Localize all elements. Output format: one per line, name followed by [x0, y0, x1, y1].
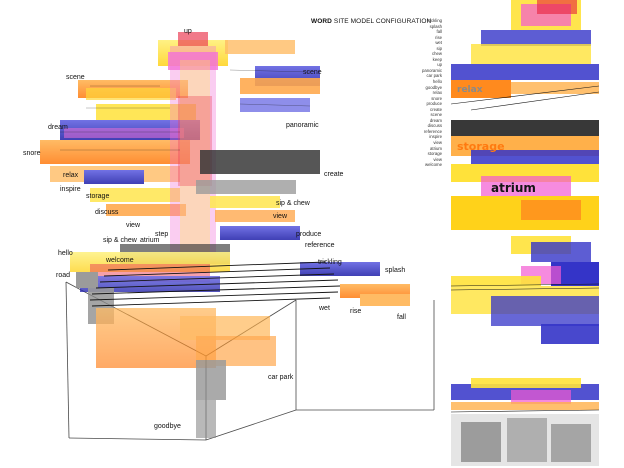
figure-title-rest: SITE MODEL CONFIGURATION [331, 18, 432, 25]
figure-title: WORD SITE MODEL CONFIGURATION [311, 18, 431, 25]
word-legend-list: trickling splash fall rise wet sip chew … [414, 18, 442, 168]
hairline-strands [60, 69, 311, 151]
label-car-park: car park [268, 374, 294, 381]
legend-item: keep [432, 56, 442, 62]
legend-item: create [430, 106, 442, 112]
thumbnail-3-render [451, 236, 599, 348]
thumbnail-view-4 [451, 354, 599, 466]
label-storage: storage [86, 193, 110, 200]
label-trickling: trickling [318, 259, 342, 266]
legend-item: rise [435, 34, 442, 40]
label-produce: produce [296, 231, 322, 238]
thumbnail-1-render: relax [451, 0, 599, 114]
floor-slats [89, 261, 341, 307]
legend-item: wet [435, 40, 442, 46]
label-view-right: view [273, 213, 288, 220]
label-relax: relax [63, 172, 79, 179]
label-welcome: welcome [106, 257, 134, 264]
label-snore: snore [23, 150, 41, 157]
legend-item: dream [429, 117, 442, 123]
label-rise: rise [350, 308, 362, 315]
label-goodbye: goodbye [154, 423, 181, 430]
legend-item: reference [423, 128, 442, 134]
legend-item: scene [430, 112, 442, 118]
legend-item: splash [429, 23, 442, 29]
thumbnail-view-2: storage atrium [451, 120, 599, 230]
label-inspire: inspire [60, 186, 81, 193]
label-discuss: discuss [95, 209, 119, 216]
label-sip-chew-lower: sip & chew [103, 237, 137, 244]
label-up: up [184, 28, 192, 35]
legend-item: snore [431, 95, 442, 101]
legend-item: inspire [429, 134, 442, 140]
label-sip-chew-upper: sip & chew [276, 200, 310, 207]
legend-item: up [437, 62, 442, 68]
label-step: step [155, 231, 169, 238]
thumbnail-4-render [451, 354, 599, 466]
legend-item: car park [426, 73, 442, 79]
legend-item: sip [436, 45, 443, 51]
label-view-left: view [126, 222, 141, 229]
legend-item: hello [432, 79, 442, 85]
thumb-2-word-storage: storage [457, 140, 505, 153]
thumb-1-word-relax: relax [457, 85, 483, 95]
legend-item: relax [432, 90, 442, 96]
label-panoramic: panoramic [286, 122, 319, 129]
legend-item: storage [427, 151, 442, 157]
legend-item: discuss [427, 123, 442, 129]
label-fall: fall [397, 314, 406, 321]
label-atrium: atrium [140, 237, 160, 244]
label-create: create [324, 171, 344, 178]
legend-item: atrium [430, 145, 442, 151]
figure-title-bold: WORD [311, 18, 332, 25]
legend-item: produce [426, 101, 442, 107]
label-road: road [56, 272, 71, 279]
legend-item: view [433, 140, 442, 146]
thumb-2-word-atrium: atrium [491, 181, 536, 195]
thumbnail-view-1: relax [451, 0, 599, 114]
legend-item: panoramic [421, 67, 442, 73]
legend-item: trickling [427, 18, 442, 23]
word-site-model-render [40, 32, 435, 441]
label-scene-right: scene [303, 69, 322, 76]
legend-item: welcome [425, 162, 442, 168]
thumbnail-2-render: storage atrium [451, 120, 599, 230]
legend-item: view [433, 156, 442, 162]
label-splash: splash [385, 267, 406, 274]
legend-item: chew [431, 51, 442, 57]
legend-item: fall [436, 29, 443, 35]
label-scene-left: scene [66, 74, 85, 81]
legend-item: goodbye [425, 84, 443, 90]
thumbnail-view-3 [451, 236, 599, 348]
label-wet: wet [319, 305, 330, 312]
word-volumes [40, 32, 410, 438]
label-hello: hello [58, 250, 73, 257]
label-reference: reference [305, 242, 335, 249]
label-dream: dream [48, 124, 68, 131]
